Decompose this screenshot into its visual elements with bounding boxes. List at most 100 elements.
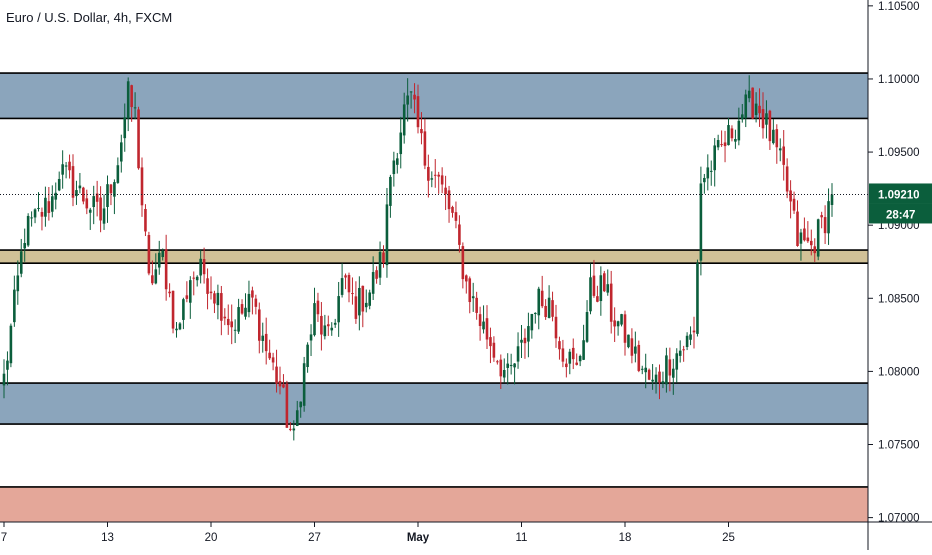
candle-body bbox=[420, 129, 423, 134]
candle-body bbox=[220, 293, 223, 321]
candle-body bbox=[123, 117, 127, 139]
candle-body bbox=[161, 250, 164, 258]
zone-0 bbox=[0, 73, 868, 119]
x-tick-label: 18 bbox=[619, 532, 632, 544]
candle-body bbox=[716, 140, 720, 148]
candle-body bbox=[64, 165, 68, 167]
candle-body bbox=[333, 322, 337, 325]
candle-body bbox=[644, 367, 647, 373]
candle-body bbox=[627, 334, 630, 348]
candle-body bbox=[768, 110, 772, 142]
candle-body bbox=[782, 146, 785, 165]
candle-body bbox=[571, 347, 575, 360]
candle-body bbox=[468, 278, 472, 303]
candle-body bbox=[44, 197, 47, 217]
candle-body bbox=[658, 371, 661, 383]
candle-body bbox=[302, 363, 306, 406]
candle-body bbox=[713, 145, 716, 171]
candle-body bbox=[351, 293, 354, 295]
candle-body bbox=[623, 314, 627, 343]
x-tick-label: 27 bbox=[308, 532, 321, 544]
candle-body bbox=[530, 313, 534, 331]
y-tick-label: 1.10500 bbox=[878, 1, 920, 13]
candle-body bbox=[223, 316, 227, 319]
candle-body bbox=[596, 296, 599, 302]
candle-body bbox=[88, 209, 92, 213]
x-tick-label: 7 bbox=[1, 532, 7, 544]
price-badge bbox=[869, 183, 932, 204]
candle-body bbox=[778, 148, 782, 151]
candle-body bbox=[323, 325, 327, 337]
candle-body bbox=[130, 85, 133, 108]
candle-body bbox=[358, 287, 361, 316]
candles-layer bbox=[2, 75, 834, 441]
y-tick-label: 1.08500 bbox=[878, 293, 920, 305]
candle-body bbox=[171, 290, 175, 329]
candle-body bbox=[799, 232, 803, 244]
candle-body bbox=[402, 104, 406, 136]
candle-body bbox=[565, 363, 568, 368]
x-tick-label: 20 bbox=[205, 532, 218, 544]
candle-body bbox=[451, 206, 454, 213]
candle-body bbox=[71, 166, 75, 198]
candle-body bbox=[509, 364, 513, 367]
candle-body bbox=[430, 178, 434, 180]
candle-body bbox=[95, 193, 99, 202]
candle-body bbox=[75, 190, 78, 197]
candle-body bbox=[216, 292, 220, 306]
candle-body bbox=[789, 190, 792, 202]
candle-body bbox=[527, 326, 530, 342]
candle-body bbox=[151, 275, 154, 284]
candle-body bbox=[637, 344, 641, 371]
candle-body bbox=[247, 293, 251, 313]
candle-body bbox=[399, 132, 403, 155]
candle-body bbox=[99, 197, 102, 221]
candle-body bbox=[454, 212, 458, 221]
candle-body bbox=[682, 349, 685, 351]
candle-body bbox=[465, 275, 468, 282]
candle-body bbox=[813, 246, 817, 254]
candle-body bbox=[320, 315, 323, 335]
candle-body bbox=[651, 379, 654, 382]
candle-body bbox=[54, 192, 58, 200]
candle-body bbox=[292, 428, 296, 431]
candle-body bbox=[609, 283, 613, 322]
candle-body bbox=[730, 128, 734, 139]
candle-body bbox=[506, 363, 509, 368]
x-tick-label: May bbox=[407, 532, 430, 544]
candle-body bbox=[741, 114, 744, 120]
candle-body bbox=[744, 94, 748, 119]
candle-body bbox=[378, 251, 382, 278]
y-tick-label: 1.09500 bbox=[878, 147, 920, 159]
candle-body bbox=[727, 125, 730, 146]
candle-body bbox=[816, 219, 820, 257]
candle-body bbox=[354, 296, 358, 319]
candle-body bbox=[447, 190, 451, 210]
candle-body bbox=[796, 211, 799, 246]
candle-body bbox=[678, 350, 682, 356]
candle-body bbox=[157, 252, 161, 268]
candle-body bbox=[233, 329, 237, 331]
candle-body bbox=[433, 174, 437, 176]
x-tick-label: 25 bbox=[722, 532, 735, 544]
candle-body bbox=[206, 278, 209, 294]
candle-body bbox=[692, 330, 696, 333]
candle-body bbox=[758, 105, 761, 114]
candle-body bbox=[30, 217, 33, 219]
candle-body bbox=[440, 175, 444, 185]
price-badge-label: 1.09210 bbox=[878, 189, 920, 201]
candle-body bbox=[471, 296, 475, 299]
candle-body bbox=[630, 338, 634, 356]
candle-body bbox=[634, 346, 637, 354]
zones-layer bbox=[0, 72, 868, 522]
candle-body bbox=[444, 187, 447, 195]
candle-body bbox=[616, 321, 620, 327]
candle-body bbox=[175, 328, 178, 331]
candle-body bbox=[675, 353, 679, 370]
candle-body bbox=[23, 243, 26, 249]
candle-body bbox=[416, 96, 420, 128]
candle-body bbox=[240, 304, 244, 314]
